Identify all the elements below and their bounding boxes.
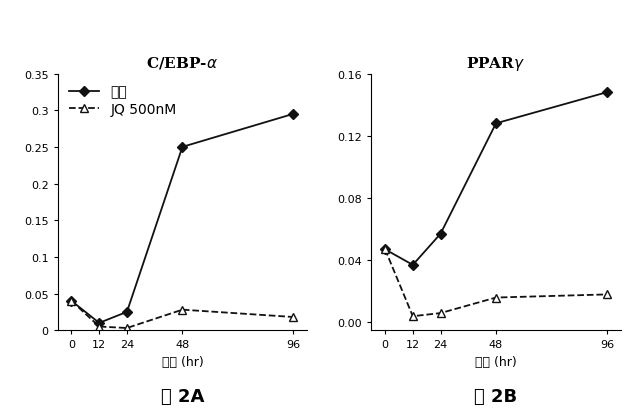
Text: 図 2A: 図 2A	[161, 387, 204, 406]
Legend: 対照, JQ 500nM: 対照, JQ 500nM	[65, 81, 180, 121]
Title: C/EBP-$\alpha$: C/EBP-$\alpha$	[147, 55, 218, 71]
Title: PPAR$\gamma$: PPAR$\gamma$	[467, 55, 525, 72]
Text: 図 2B: 図 2B	[474, 387, 518, 406]
X-axis label: 時間 (hr): 時間 (hr)	[475, 355, 517, 368]
X-axis label: 時間 (hr): 時間 (hr)	[161, 355, 204, 368]
